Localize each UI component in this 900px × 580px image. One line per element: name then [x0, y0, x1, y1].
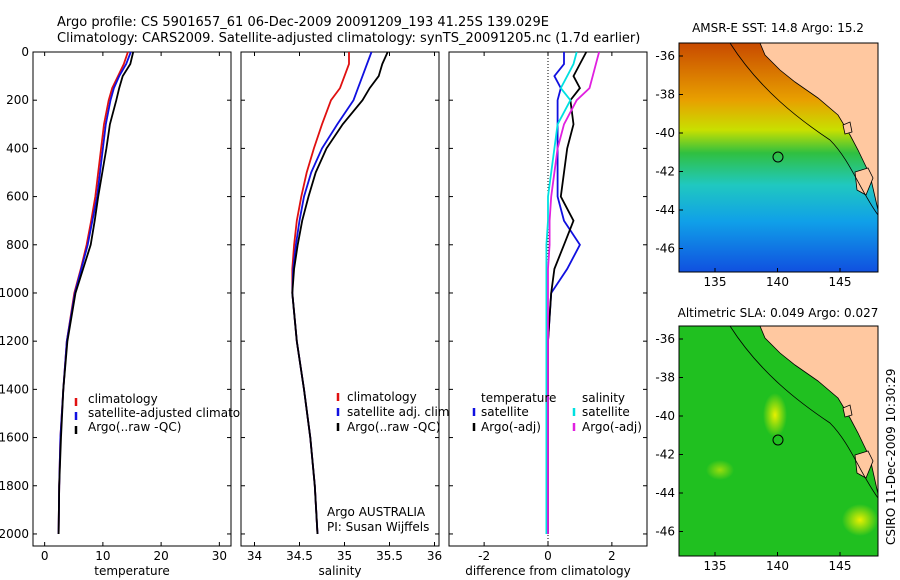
lat-tick-label: -44 [655, 203, 675, 217]
x-tick-label: 34 [247, 549, 262, 563]
lon-tick-label: 145 [829, 559, 852, 573]
y-tick-label: 200 [6, 93, 29, 107]
legend-sal-satellite: satellite [582, 405, 630, 419]
lat-tick-label: -40 [655, 126, 675, 140]
temperature-tick-labels: 0 10 20 30 0 200 400 600 800 1000 1200 1400 1600 1800… [0, 45, 231, 563]
series-line-argo-raw-qc- [291, 51, 389, 535]
legend-salinity-title: salinity [582, 391, 625, 405]
lon-tick-label: 140 [766, 559, 789, 573]
temperature-legend: climatology satellite-adjusted climatolo… [74, 392, 266, 434]
x-tick-label: 10 [95, 549, 110, 563]
lon-tick-label: 140 [766, 275, 789, 289]
difference-legend: temperature satellite Argo(-adj) salinit… [472, 391, 642, 434]
x-tick-label: 20 [153, 549, 168, 563]
figure-title-line2: Climatology: CARS2009. Satellite-adjuste… [57, 31, 640, 46]
lon-tick-label: 145 [829, 275, 852, 289]
series-line-argo-raw-qc- [57, 51, 135, 535]
credit-line2: PI: Susan Wijffels [327, 520, 429, 534]
y-tick-label: 0 [21, 45, 29, 59]
x-tick-label: 35.5 [376, 549, 403, 563]
lon-tick-label: 135 [704, 275, 727, 289]
x-tick-label: 0 [41, 549, 49, 563]
y-tick-label: 1800 [0, 479, 29, 493]
y-tick-label: 2000 [0, 527, 29, 541]
lat-tick-label: -42 [655, 165, 675, 179]
sst-map-title: AMSR-E SST: 14.8 Argo: 15.2 [692, 21, 864, 35]
salinity-xlabel: salinity [318, 564, 361, 578]
y-tick-label: 600 [6, 190, 29, 204]
lat-tick-label: -36 [655, 332, 675, 346]
legend-argo: Argo(..raw -QC) [347, 420, 440, 434]
lon-tick-label: 135 [704, 559, 727, 573]
lat-tick-label: -40 [655, 409, 675, 423]
tasmania-land [854, 167, 874, 196]
x-tick-label: 2 [608, 549, 616, 563]
lat-tick-label: -42 [655, 448, 675, 462]
credit-line1: Argo AUSTRALIA [327, 505, 426, 519]
island [842, 121, 853, 135]
y-tick-label: 400 [6, 141, 29, 155]
x-tick-label: -2 [478, 549, 490, 563]
sla-anomaly-spot [842, 504, 878, 536]
legend-satellite: satellite-adjusted climatology [88, 406, 266, 420]
tasmania-land [854, 450, 874, 479]
sla-anomaly-spot [706, 460, 734, 480]
legend-argo: Argo(..raw -QC) [88, 420, 181, 434]
lat-tick-label: -44 [655, 486, 675, 500]
salinity-axes-frame [240, 51, 440, 547]
sst-map-panel: AMSR-E SST: 14.8 Argo: 15.2 -36 -38 -40 -42… [655, 21, 879, 289]
legend-sal-argo: Argo(-adj) [582, 420, 642, 434]
island [842, 404, 853, 418]
temperature-profile-panel: 0 10 20 30 0 200 400 600 800 1000 1200 1400 1600 1800… [0, 45, 266, 578]
x-tick-label: 0 [544, 549, 552, 563]
legend-satellite: satellite adj. clim. [347, 405, 453, 419]
lat-tick-label: -38 [655, 88, 675, 102]
x-tick-label: 30 [212, 549, 227, 563]
sla-map-title: Altimetric SLA: 0.049 Argo: 0.027 [678, 306, 879, 320]
legend-temp-argo: Argo(-adj) [481, 420, 541, 434]
legend-climatology: climatology [88, 392, 158, 406]
csiro-timestamp: CSIRO 11-Dec-2009 10:30:29 [884, 368, 898, 545]
salinity-profile-panel: 34 34.5 35 35.5 36 salinity climatology sate… [240, 51, 453, 578]
salinity-tick-labels: 34 34.5 35 35.5 36 [241, 51, 442, 563]
difference-xlabel: difference from climatology [465, 564, 631, 578]
lat-tick-label: -38 [655, 371, 675, 385]
shelf-contour [729, 42, 879, 216]
figure-title-line1: Argo profile: CS 5901657_61 06-Dec-2009 … [57, 15, 549, 30]
x-tick-label: 34.5 [286, 549, 313, 563]
x-tick-label: 35 [337, 549, 352, 563]
shelf-contour [729, 325, 879, 499]
temperature-axes-frame [32, 51, 232, 547]
temperature-xlabel: temperature [94, 564, 169, 578]
series-line-salinity-satellite [545, 51, 578, 534]
salinity-series-lines [291, 51, 389, 535]
legend-temp-satellite: satellite [481, 405, 529, 419]
sst-map-ticks: -36 -38 -40 -42 -44 -46 135 140 145 [655, 49, 851, 289]
y-tick-label: 1000 [0, 286, 29, 300]
sst-map-frame [678, 42, 879, 273]
y-tick-label: 800 [6, 238, 29, 252]
y-tick-label: 1200 [0, 334, 29, 348]
difference-series-lines [545, 51, 600, 534]
legend-temperature-title: temperature [481, 391, 556, 405]
sla-map-frame [678, 325, 879, 557]
lat-tick-label: -46 [655, 525, 675, 539]
lat-tick-label: -36 [655, 49, 675, 63]
y-tick-label: 1600 [0, 431, 29, 445]
argo-float-marker [772, 151, 784, 163]
argo-float-marker [772, 434, 784, 446]
salinity-legend: climatology satellite adj. clim. Argo(..… [336, 390, 453, 434]
difference-profile-panel: -2 0 2 difference from climatology tempera… [448, 51, 648, 578]
temperature-series-lines [57, 51, 135, 535]
legend-climatology: climatology [347, 390, 417, 404]
x-tick-label: 36 [427, 549, 442, 563]
y-tick-label: 1400 [0, 382, 29, 396]
lat-tick-label: -46 [655, 242, 675, 256]
sla-map-panel: Altimetric SLA: 0.049 Argo: 0.027 -36 -38… [655, 306, 879, 573]
sla-map-ticks: -36 -38 -40 -42 -44 -46 135 140 145 [655, 332, 851, 573]
sla-anomaly-spot [763, 393, 787, 437]
series-line-salinity-argo-adj- [547, 51, 600, 534]
